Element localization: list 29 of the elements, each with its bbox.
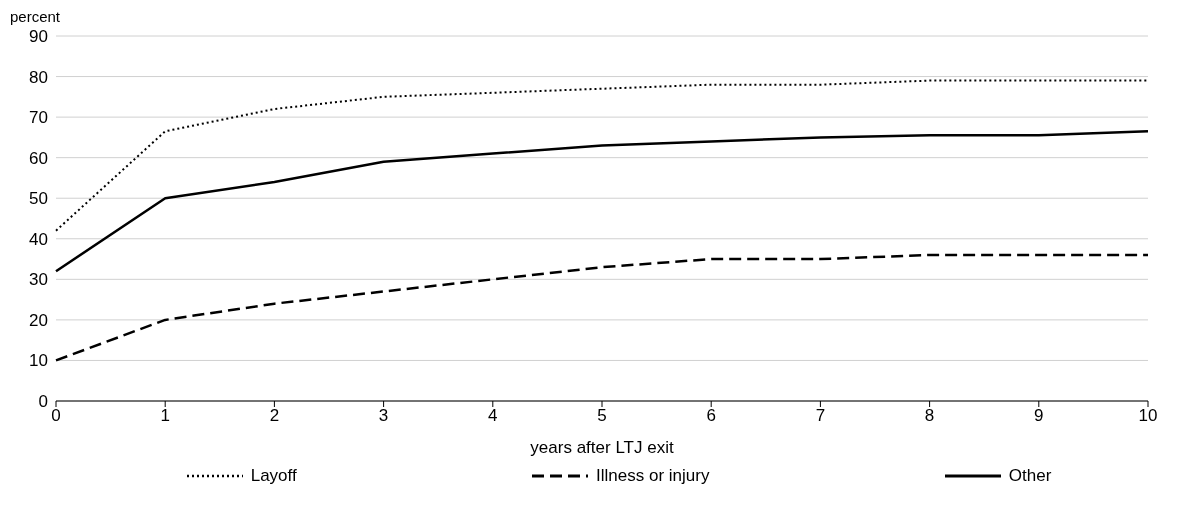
x-axis-title: years after LTJ exit [530, 438, 674, 457]
y-tick-label: 60 [29, 148, 48, 168]
y-tick-label: 0 [38, 392, 48, 412]
x-tick-label: 2 [269, 406, 280, 426]
x-tick-label: 5 [597, 406, 607, 426]
y-tick-label: 90 [29, 27, 48, 47]
y-tick-label: 50 [29, 189, 48, 209]
y-tick-label: 70 [29, 108, 48, 128]
y-tick-label: 80 [29, 67, 48, 87]
x-tick-label: 4 [488, 406, 498, 426]
y-tick-label: 20 [29, 310, 48, 330]
legend-label: Illness or injury [596, 466, 710, 486]
legend-label: Other [1008, 466, 1052, 486]
y-tick-label: 40 [29, 229, 48, 249]
line-series [54, 253, 1150, 362]
y-tick-label: 30 [29, 270, 48, 290]
legend-label: Layoff [250, 466, 297, 486]
x-tick-label: 10 [1138, 406, 1158, 426]
x-tick-label: 9 [1034, 406, 1044, 426]
y-tick-label: 10 [29, 351, 48, 371]
x-tick-label: 8 [924, 406, 935, 426]
x-tick-label: 7 [815, 406, 826, 426]
line-series [55, 79, 1149, 232]
x-tick-label: 0 [51, 406, 61, 426]
x-tick-label: 3 [378, 406, 389, 426]
line-series [54, 130, 1150, 273]
x-tick-label: 6 [706, 406, 716, 426]
y-axis-title: percent [10, 8, 62, 26]
x-tick-label: 1 [160, 406, 170, 426]
